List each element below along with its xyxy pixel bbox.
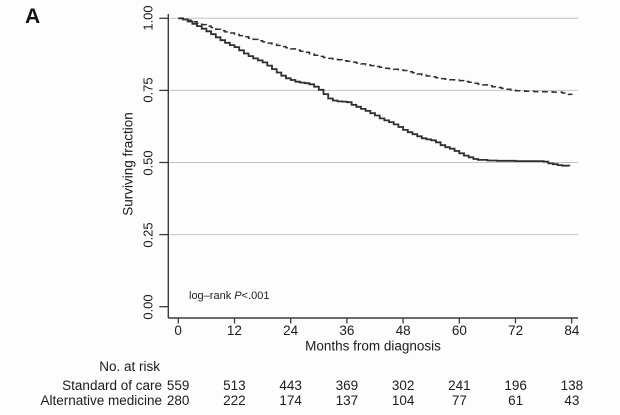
y-tick-label: 0.50	[140, 150, 156, 176]
curve-standard-of-care	[178, 17, 573, 96]
risk-row-values-standard-of-care: 559 513 443 369 302 241 196 138	[150, 378, 600, 393]
risk-table-title: No. at risk	[99, 359, 160, 374]
risk-count: 137	[335, 393, 359, 408]
risk-row-values-alternative-medicine: 280 222 174 137 104 77 61 43	[150, 393, 600, 408]
risk-row-label-standard-of-care: Standard of care	[62, 378, 162, 393]
x-tick-label: 36	[339, 323, 355, 338]
risk-count: 241	[448, 378, 471, 393]
x-tick-label: 0	[174, 323, 182, 338]
pvalue-annotation-prefix: log–rank	[189, 290, 235, 302]
panel-label: A	[25, 5, 41, 28]
y-tick-label: 0.00	[140, 294, 156, 320]
risk-count: 513	[223, 378, 246, 393]
x-tick-label: 84	[564, 323, 580, 338]
x-tick-label: 60	[451, 323, 467, 338]
risk-count: 77	[451, 393, 467, 408]
risk-row-label-alternative-medicine: Alternative medicine	[40, 393, 162, 408]
risk-count: 138	[560, 378, 584, 393]
pvalue-annotation-stat: P	[234, 290, 242, 302]
risk-count: 559	[166, 378, 190, 393]
pvalue-annotation: log–rank P<.001	[189, 290, 269, 302]
pvalue-annotation-suffix: <.001	[241, 290, 270, 302]
x-tick-label: 48	[395, 323, 411, 338]
x-tick-label: 24	[283, 323, 299, 338]
y-tick-label: 0.75	[140, 77, 156, 103]
risk-count: 43	[564, 393, 580, 408]
risk-count: 174	[279, 393, 302, 408]
risk-count: 369	[335, 378, 359, 393]
risk-count: 302	[391, 378, 415, 393]
y-tick-label: 1.00	[140, 5, 156, 31]
x-tick-label: 12	[226, 323, 242, 338]
risk-count: 222	[223, 393, 246, 408]
risk-count: 443	[279, 378, 302, 393]
y-tick-label: 0.25	[140, 222, 156, 248]
risk-count: 196	[504, 378, 527, 393]
risk-count: 61	[508, 393, 524, 408]
y-axis-title: Surviving fraction	[120, 112, 136, 216]
risk-count: 104	[391, 393, 415, 408]
x-axis-tick-labels: 0 12 24 36 48 60 72 84	[150, 323, 600, 338]
x-tick-label: 72	[508, 323, 524, 338]
risk-count: 280	[166, 393, 190, 408]
x-axis-title: Months from diagnosis	[305, 338, 441, 354]
curve-alternative-medicine	[178, 17, 571, 167]
